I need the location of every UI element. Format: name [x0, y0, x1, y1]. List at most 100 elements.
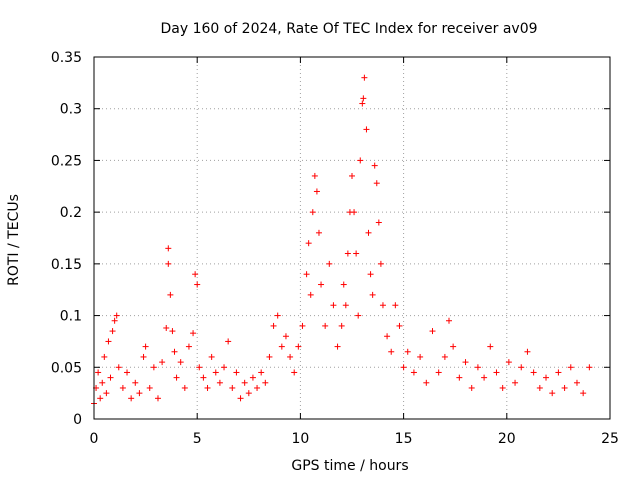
data-point	[326, 260, 333, 267]
data-point	[171, 348, 178, 355]
x-tick-label: 10	[291, 431, 309, 447]
data-point	[446, 317, 453, 324]
data-point	[221, 364, 228, 371]
data-point	[481, 374, 488, 381]
data-point	[146, 384, 153, 391]
data-point	[266, 353, 273, 360]
data-point	[128, 395, 135, 402]
data-point	[351, 209, 358, 216]
data-point	[322, 322, 329, 329]
x-tick-label: 5	[193, 431, 202, 447]
data-point	[216, 379, 223, 386]
data-point	[365, 229, 372, 236]
data-point	[192, 271, 199, 278]
data-point	[357, 157, 364, 164]
data-point	[353, 250, 360, 257]
y-tick-label: 0.2	[60, 205, 82, 221]
y-tick-label: 0.1	[60, 309, 82, 325]
data-point	[307, 291, 314, 298]
data-point	[360, 95, 367, 102]
data-point	[363, 126, 370, 133]
data-point	[435, 369, 442, 376]
data-point	[119, 384, 126, 391]
data-point	[367, 271, 374, 278]
data-point	[330, 302, 337, 309]
data-point	[249, 374, 256, 381]
data-point	[373, 180, 380, 187]
data-point	[410, 369, 417, 376]
data-point	[371, 162, 378, 169]
data-point	[295, 343, 302, 350]
data-point	[375, 219, 382, 226]
data-point	[165, 245, 172, 252]
data-point	[124, 369, 131, 376]
data-point	[404, 348, 411, 355]
data-point	[561, 384, 568, 391]
data-point	[543, 374, 550, 381]
data-point	[225, 338, 232, 345]
data-point	[136, 390, 143, 397]
data-point	[111, 317, 118, 324]
data-point	[109, 328, 116, 335]
data-point	[103, 390, 110, 397]
data-point	[555, 369, 562, 376]
data-point	[400, 364, 407, 371]
data-point	[154, 395, 161, 402]
data-point	[518, 364, 525, 371]
data-point	[417, 353, 424, 360]
data-point	[212, 369, 219, 376]
data-point	[349, 172, 355, 179]
plot-frame	[93, 56, 611, 420]
data-point	[200, 374, 207, 381]
data-point	[159, 359, 166, 366]
data-point	[165, 260, 172, 267]
data-point	[311, 172, 318, 179]
data-point	[181, 384, 188, 391]
data-point	[107, 374, 114, 381]
data-point	[229, 384, 236, 391]
data-point	[379, 302, 386, 309]
data-point	[237, 395, 244, 402]
data-point	[505, 359, 512, 366]
data-point	[384, 333, 391, 340]
data-point	[524, 348, 531, 355]
data-point	[474, 364, 481, 371]
grid-lines	[94, 57, 610, 419]
data-point	[185, 343, 192, 350]
axis-ticks: 0 5 10 15 20 25 0 0.05 0.1 0.15 0.2 0.25 0.3 0.35	[51, 50, 619, 447]
data-point	[241, 379, 248, 386]
x-tick-label: 0	[90, 431, 99, 447]
data-point	[499, 384, 506, 391]
data-point	[423, 379, 430, 386]
data-point	[369, 291, 376, 298]
data-point	[313, 188, 320, 195]
y-tick-label: 0.25	[51, 153, 82, 169]
data-point	[113, 312, 120, 319]
data-point	[204, 384, 211, 391]
data-point	[95, 369, 102, 376]
data-point	[340, 281, 347, 288]
data-point	[142, 343, 149, 350]
data-point	[392, 302, 399, 309]
data-point	[254, 384, 261, 391]
data-point	[344, 250, 351, 257]
data-point	[450, 343, 457, 350]
data-point	[282, 333, 289, 340]
y-tick-label: 0.35	[51, 50, 82, 66]
data-point	[468, 384, 475, 391]
data-point	[303, 271, 310, 278]
data-point	[334, 343, 341, 350]
data-point	[196, 364, 203, 371]
data-point	[270, 322, 277, 329]
data-point	[97, 395, 104, 402]
data-point	[262, 379, 269, 386]
data-point	[487, 343, 494, 350]
y-tick-label: 0.15	[51, 257, 82, 273]
data-point	[258, 369, 265, 376]
data-point	[99, 379, 106, 386]
data-point	[361, 74, 368, 81]
data-point	[396, 322, 403, 329]
data-point	[194, 281, 201, 288]
x-tick-label: 25	[601, 431, 619, 447]
